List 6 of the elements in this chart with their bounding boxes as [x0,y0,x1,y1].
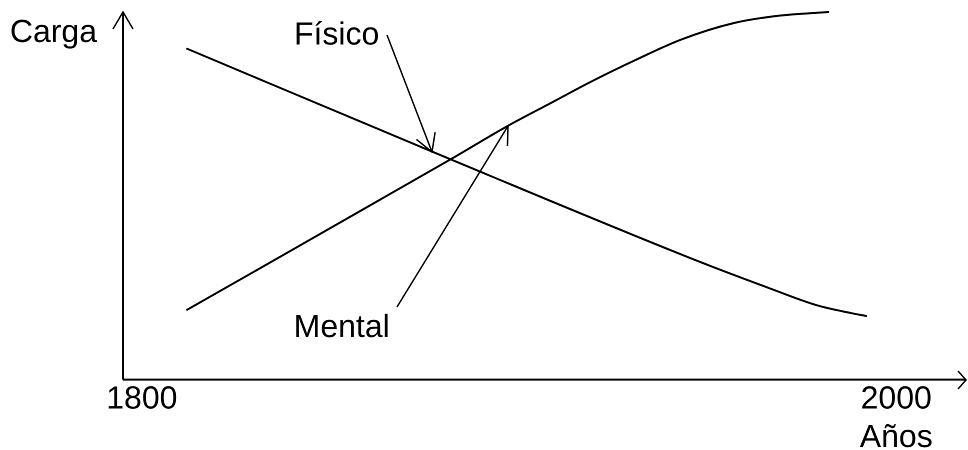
y-axis-title: Carga [10,13,98,49]
annotation: Físico [294,16,380,52]
x-tick-label: 1800 [106,380,178,416]
x-axis-title: Años [860,418,933,450]
x-tick-label: 2000 [860,380,932,416]
annotation: Mental [294,308,390,344]
